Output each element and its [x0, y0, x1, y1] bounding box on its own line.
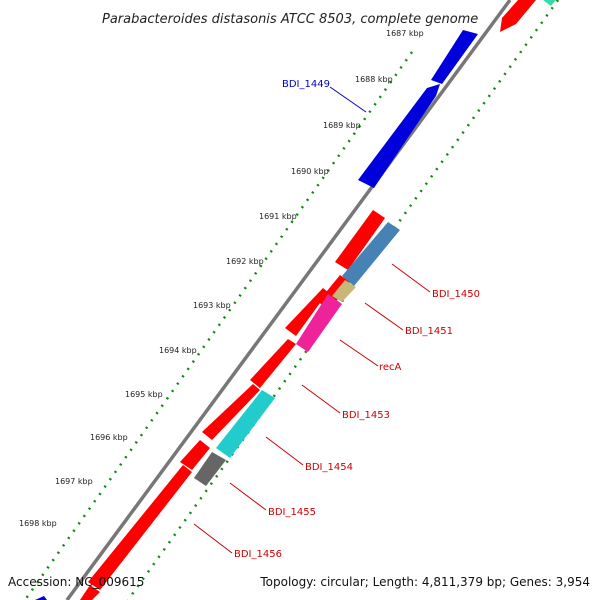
gene-label-bdi-1454[interactable]: BDI_1454	[305, 462, 353, 473]
gene-label-bdi-1455[interactable]: BDI_1455	[268, 507, 316, 518]
tick-label: 1689 kbp	[323, 121, 361, 130]
map-title: Parabacteroides distasonis ATCC 8503, co…	[102, 12, 478, 27]
gene-label-reca[interactable]: recA	[379, 362, 402, 373]
tick-label: 1692 kbp	[226, 257, 264, 266]
tick-label: 1697 kbp	[55, 477, 93, 486]
tick-label: 1688 kbp	[355, 75, 393, 84]
gene-label-bdi-1449[interactable]: BDI_1449	[282, 79, 330, 90]
gene-bdi-1449-b[interactable]	[358, 84, 440, 188]
topology-text: Topology: circular; Length: 4,811,379 bp…	[259, 575, 590, 589]
tick-label: 1696 kbp	[90, 433, 128, 442]
accession-text: Accession: NC_009615	[8, 575, 144, 589]
gene-bdi-1455[interactable]	[194, 452, 226, 486]
tick-label: 1690 kbp	[291, 167, 329, 176]
gene-bdi-1449-a[interactable]	[431, 30, 478, 84]
gene-red-3[interactable]	[285, 288, 328, 336]
gene-label-bdi-1451[interactable]: BDI_1451	[405, 326, 453, 337]
gene-red-6[interactable]	[180, 440, 210, 470]
tick-label: 1698 kbp	[19, 519, 57, 528]
gene-features	[35, 0, 556, 600]
label-leaders	[193, 86, 431, 554]
genome-backbone	[65, 0, 512, 600]
gene-red-1[interactable]	[335, 210, 385, 270]
gene-red-5[interactable]	[202, 384, 260, 440]
gene-red-4[interactable]	[250, 339, 296, 388]
outer-dotted-ring	[23, 51, 414, 600]
gene-reca[interactable]	[296, 294, 342, 352]
gene-red-7[interactable]	[88, 465, 192, 590]
gene-label-bdi-1450[interactable]: BDI_1450	[432, 289, 480, 300]
gene-label-bdi-1453[interactable]: BDI_1453	[342, 410, 390, 421]
gene-label-bdi-1456[interactable]: BDI_1456	[234, 549, 282, 560]
gene-bdi-1450[interactable]	[342, 222, 400, 286]
tick-label: 1691 kbp	[259, 212, 297, 221]
tick-label: 1693 kbp	[193, 301, 231, 310]
tick-labels: 1687 kbp 1688 kbp 1689 kbp 1690 kbp 1691…	[19, 29, 424, 528]
gene-top-red[interactable]	[500, 0, 536, 32]
tick-label: 1694 kbp	[159, 346, 197, 355]
gene-bdi-1451[interactable]	[332, 280, 356, 302]
gene-bottom-blue[interactable]	[35, 596, 47, 600]
gene-red-8[interactable]	[80, 585, 100, 600]
gene-labels: BDI_1449 BDI_1450 BDI_1451 recA BDI_1453…	[234, 79, 480, 560]
tick-label: 1687 kbp	[386, 29, 424, 38]
tick-label: 1695 kbp	[125, 390, 163, 399]
gene-bdi-1454[interactable]	[216, 390, 275, 458]
gene-top-teal[interactable]	[543, 0, 556, 6]
